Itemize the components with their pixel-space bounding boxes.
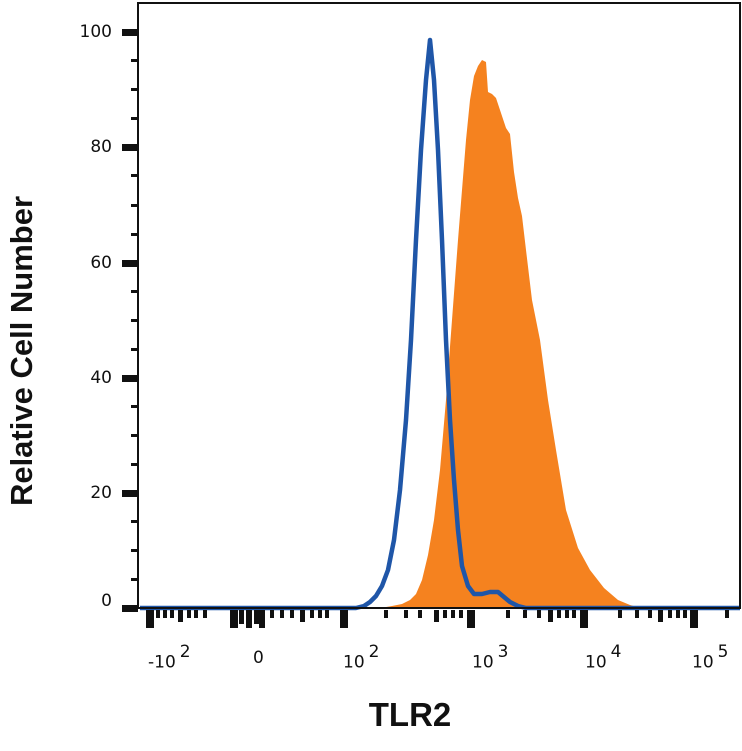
plot-frame [137,2,741,609]
y-axis-ticks [122,29,138,612]
y-axis-title: Relative Cell Number [4,195,40,507]
y-tick-label-80: 80 [90,137,112,157]
y-tick-label-0: 0 [101,591,112,611]
x-axis-title: TLR2 [368,696,452,733]
x-tick-label-10e4: 104 [585,642,622,673]
x-tick-label-neg-10e2: -102 [148,642,191,673]
x-tick-label-10e2: 102 [343,642,380,673]
isotype-control-outline [140,37,740,611]
y-tick-label-100: 100 [79,22,112,42]
x-tick-label-10e3: 103 [472,642,509,673]
y-tick-label-20: 20 [90,483,112,503]
tlr2-filled-histogram [380,60,640,608]
y-tick-label-60: 60 [90,253,112,273]
x-axis-ticks [146,610,729,628]
y-tick-label-40: 40 [90,368,112,388]
x-tick-label-0: 0 [253,648,264,668]
x-tick-label-10e5: 105 [692,642,729,673]
